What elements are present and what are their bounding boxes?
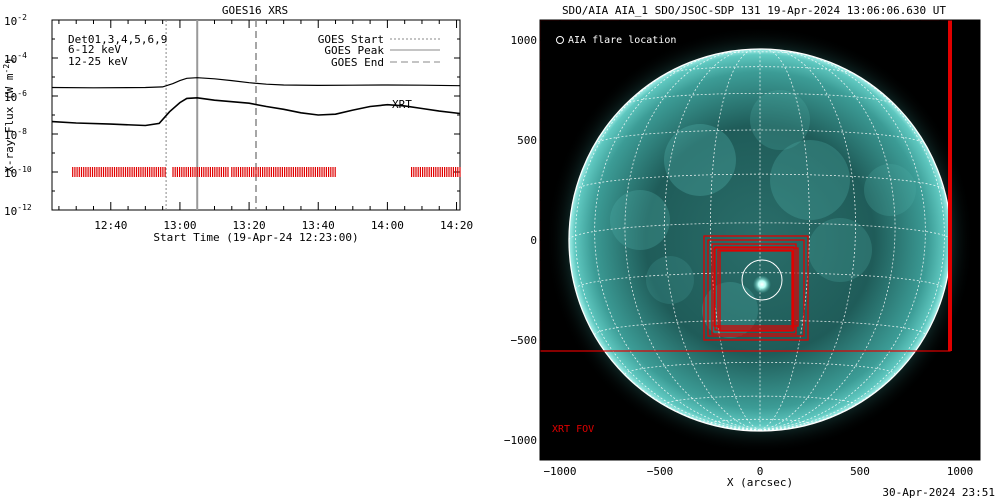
- active-region-glow: [808, 218, 872, 282]
- longitude-gridline: [759, 48, 856, 431]
- goes-y-tick-label: 10-8: [4, 127, 27, 142]
- goes-legend-detectors: Det01,3,4,5,6,9: [68, 33, 167, 46]
- xrt-fov-large-box: [540, 20, 951, 352]
- latitude-gridline: [625, 93, 895, 105]
- latitude-gridline: [575, 173, 945, 191]
- goes-short-channel-line: [51, 96, 461, 127]
- active-region-glow: [864, 164, 916, 216]
- latitude-gridline: [664, 395, 856, 405]
- goes-x-tick-label: 14:20: [440, 219, 473, 232]
- goes-y-tick-label: 10-2: [4, 13, 27, 28]
- longitude-gridline: [759, 51, 926, 431]
- latitude-gridline: [575, 272, 945, 290]
- longitude-gridline: [710, 48, 761, 431]
- longitude-gridline: [575, 60, 761, 431]
- longitude-gridline: [759, 239, 952, 431]
- xrt-fov-box: [713, 247, 799, 327]
- goes-chart-title: GOES16 XRS: [222, 4, 288, 17]
- goes-x-tick-label: 13:00: [163, 219, 196, 232]
- flare-glow: [753, 275, 771, 294]
- aia-x-tick-label: −500: [647, 465, 674, 478]
- active-region-glow: [750, 90, 810, 150]
- goes-y-tick-label: 10-10: [4, 165, 32, 180]
- aia-chart-title: SDO/AIA AIA_1 SDO/JSOC-SDP 131 19-Apr-20…: [562, 4, 946, 17]
- goes-legend-end-label: GOES End: [331, 56, 384, 69]
- latitude-gridline: [594, 319, 926, 336]
- longitude-gridline: [664, 48, 761, 431]
- goes-y-axis-label: X-ray Flux (W m-2): [2, 57, 16, 173]
- active-region-glow: [646, 256, 694, 304]
- active-region-glow: [770, 140, 850, 220]
- goes-x-tick-label: 12:40: [94, 219, 127, 232]
- goes-x-tick-label: 13:20: [233, 219, 266, 232]
- goes-legend-start-label: GOES Start: [318, 33, 384, 46]
- aia-x-tick-label: −1000: [543, 465, 576, 478]
- flare-legend-label: AIA flare location: [568, 35, 676, 46]
- active-region-glow: [702, 282, 758, 338]
- goes-y-tick-label: 10-12: [4, 203, 32, 218]
- xrt-fov-box: [714, 246, 795, 331]
- latitude-gridline: [568, 222, 952, 241]
- goes-y-tick-label: 10-4: [4, 51, 27, 66]
- goes-x-tick-label: 14:00: [371, 219, 404, 232]
- aia-x-tick-label: 0: [757, 465, 764, 478]
- aia-y-tick-label: 500: [517, 134, 537, 147]
- aia-plot-frame: [539, 19, 981, 461]
- goes-x-axis-label: Start Time (19-Apr-24 12:23:00): [153, 231, 358, 244]
- latitude-gridline: [713, 51, 807, 56]
- goes-xrs-chart: GOES16 XRS 10-2 10-4 10-6 10-8 10-10 10-12 12…: [2, 4, 473, 244]
- xrt-fov-box: [711, 243, 797, 335]
- solar-limb: [568, 48, 952, 432]
- latitude-gridline: [710, 418, 810, 424]
- goes-legend-6-12kev: 6-12 keV: [68, 43, 121, 56]
- longitude-gridline: [594, 51, 761, 431]
- solar-corona: [546, 26, 974, 454]
- goes-long-channel-line: [51, 77, 461, 89]
- goes-legend-peak-label: GOES Peak: [324, 44, 384, 57]
- flare-legend-symbol: [556, 36, 564, 44]
- active-region-glow: [610, 190, 670, 250]
- longitude-gridline: [624, 49, 761, 431]
- aia-x-tick-label: 500: [850, 465, 870, 478]
- longitude-gridline: [759, 49, 896, 431]
- aia-y-tick-label: 1000: [511, 34, 538, 47]
- latitude-gridline: [624, 362, 896, 375]
- latitude-gridline: [665, 66, 855, 75]
- goes-xrt-label: XRT: [392, 98, 412, 111]
- xrt-fov-box: [717, 249, 793, 329]
- xrt-fov-box: [703, 235, 809, 341]
- aia-y-tick-label: −500: [511, 334, 538, 347]
- longitude-gridline: [759, 48, 810, 431]
- goes-legend-12-25kev: 12-25 keV: [68, 55, 128, 68]
- aia-image-background: [540, 20, 980, 460]
- aia-x-axis-label: X (arcsec): [727, 476, 793, 489]
- latitude-gridline: [594, 129, 926, 145]
- footer-timestamp: 30-Apr-2024 23:51: [882, 486, 995, 499]
- longitude-gridline: [568, 239, 761, 431]
- flare-location-circle: [741, 259, 783, 301]
- aia-y-tick-label: −1000: [504, 434, 537, 447]
- active-region-glow: [664, 124, 736, 196]
- goes-y-tick-label: 10-6: [4, 89, 27, 104]
- xrt-fov-box: [707, 239, 805, 337]
- goes-x-tick-label: 13:40: [302, 219, 335, 232]
- xrt-fov-box: [719, 250, 794, 332]
- xrt-fov-label: XRT FOV: [552, 424, 594, 435]
- aia-x-tick-label: 1000: [947, 465, 974, 478]
- longitude-gridline: [759, 60, 945, 431]
- solar-disk: [569, 49, 951, 431]
- aia-y-tick-label: 0: [530, 234, 537, 247]
